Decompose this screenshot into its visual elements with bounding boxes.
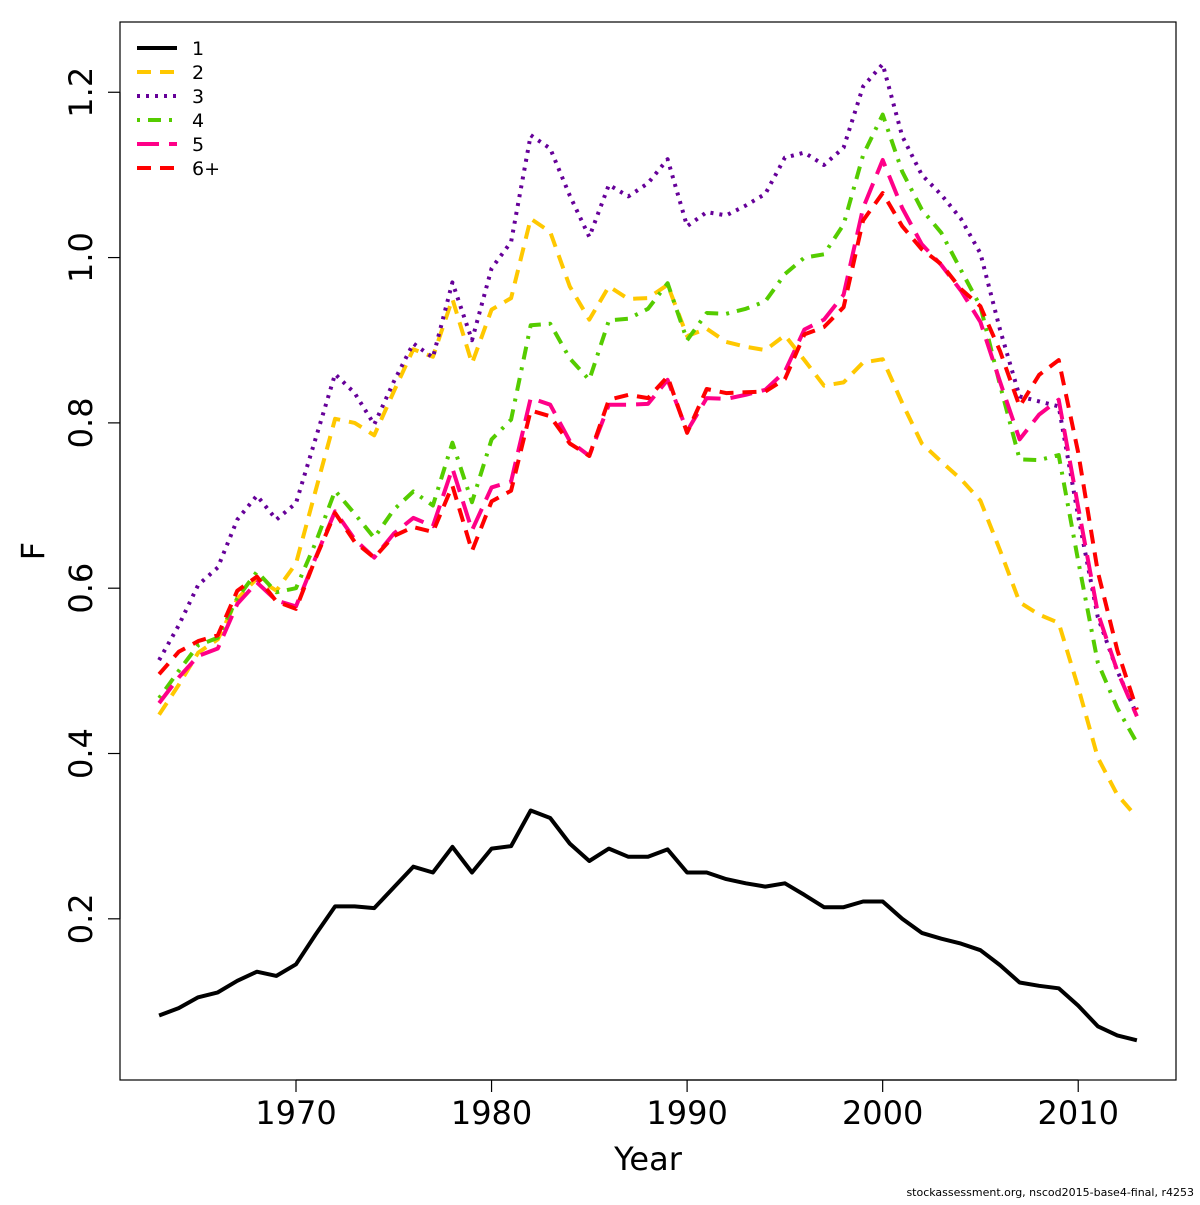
legend-label: 4 [192, 110, 204, 132]
legend-label: 3 [192, 86, 204, 108]
x-axis: 1970 1980 1990 2000 2010 [255, 1079, 1119, 1132]
legend-label: 5 [192, 134, 204, 156]
y-axis: 0.2 0.4 0.6 0.8 1.0 1.2 [62, 67, 121, 944]
y-tick-label: 0.6 [62, 563, 100, 614]
y-axis-title: F [14, 542, 52, 560]
x-tick-label: 1980 [451, 1094, 532, 1132]
y-tick-label: 0.2 [62, 893, 100, 944]
series-line-1 [158, 808, 1138, 1043]
x-tick-label: 1990 [646, 1094, 727, 1132]
y-tick-label: 1.0 [62, 232, 100, 283]
series-line-5 [157, 158, 1139, 718]
legend-label: 2 [192, 62, 204, 84]
plot-frame [119, 21, 1177, 1081]
series-line-2 [157, 216, 1139, 819]
legend-label: 1 [192, 38, 204, 60]
legend-label: 6+ [192, 158, 220, 180]
footer-credit: stockassessment.org, nscod2015-base4-fin… [906, 1186, 1194, 1199]
series-layer [157, 62, 1139, 1043]
y-tick-label: 0.8 [62, 397, 100, 448]
series-line-4 [157, 112, 1139, 744]
x-tick-label: 1970 [255, 1094, 336, 1132]
y-tick-label: 0.4 [62, 728, 100, 779]
x-axis-title: Year [613, 1140, 683, 1178]
x-tick-label: 2010 [1038, 1094, 1119, 1132]
x-tick-label: 2000 [842, 1094, 923, 1132]
y-tick-label: 1.2 [62, 67, 100, 118]
series-line-3 [157, 62, 1139, 716]
series-line-6 [157, 191, 1139, 711]
